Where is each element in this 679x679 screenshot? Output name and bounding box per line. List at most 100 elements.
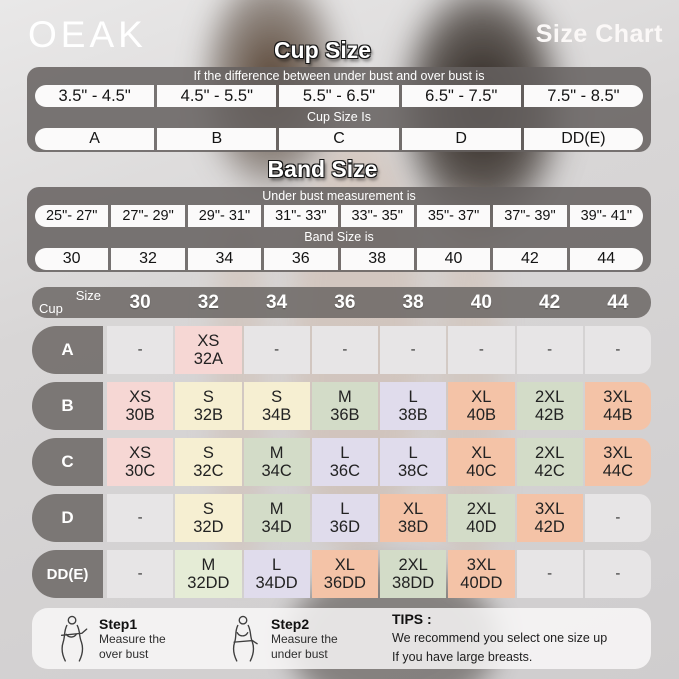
cup-range-cell: 4.5" - 5.5" <box>157 85 277 107</box>
matrix-cell-text: 38DD <box>392 574 435 592</box>
matrix-cell-text: M <box>338 387 352 406</box>
matrix-cell: S 32C <box>175 438 242 486</box>
matrix-cell-text: 36DD <box>323 574 366 592</box>
cup-size-subtitle: If the difference between under bust and… <box>193 69 485 83</box>
matrix-cell: L 36D <box>311 494 378 542</box>
matrix-cell-text: 3XL <box>534 499 565 518</box>
matrix-cell-text: 34DD <box>255 574 298 592</box>
matrix-row-d: D - S 32D M 34D L 36D XL 38D 2XL 40D 3XL 42D - <box>32 494 651 542</box>
band-range-cell: 33"- 35" <box>340 205 414 227</box>
band-number-cell: 36 <box>264 248 338 270</box>
matrix-row-label: B <box>32 382 103 430</box>
band-range-cell: 39"- 41" <box>569 205 643 227</box>
measure-under-bust-icon <box>232 615 258 662</box>
matrix-column-header: 42 <box>539 291 561 313</box>
empty-cell-dash: - <box>547 340 553 358</box>
matrix-cell: L 38C <box>380 438 447 486</box>
matrix-cell: 2XL 38DD <box>380 550 447 598</box>
band-number-cell: 40 <box>416 248 491 270</box>
step1-title: Step1 <box>99 615 138 632</box>
band-size-mid-label: Band Size is <box>304 230 374 244</box>
matrix-row-label: A <box>32 326 103 374</box>
matrix-cell-text: 2XL <box>398 555 428 574</box>
matrix-corner-cup-label: Cup <box>39 301 63 316</box>
tips-block: TIPS : We recommend you select one size … <box>392 611 639 665</box>
matrix-cell-text: 40B <box>466 406 497 424</box>
matrix-column-header: 32 <box>197 291 219 313</box>
matrix-cell: M 36B <box>311 382 378 430</box>
matrix-cell-text: S <box>202 443 214 462</box>
matrix-cell-text: 34B <box>261 406 292 424</box>
cup-range-cell: 7.5" - 8.5" <box>523 85 643 107</box>
matrix-cell-text: 30B <box>125 406 155 424</box>
band-number-cell: 34 <box>187 248 262 270</box>
matrix-corner-cell: Size Cup <box>32 287 103 318</box>
cup-letter-cell: D <box>401 128 521 150</box>
matrix-cell-text: XL <box>334 555 355 574</box>
matrix-row-label: C <box>32 438 103 486</box>
matrix-cell-text: 42D <box>534 518 565 536</box>
matrix-column-header: 30 <box>129 291 151 313</box>
matrix-cell-text: XS <box>129 387 152 406</box>
empty-cell-dash: - <box>547 564 553 582</box>
tips-title: TIPS : <box>392 611 432 628</box>
matrix-cell: 3XL 42D <box>516 494 583 542</box>
matrix-cell: - <box>380 326 447 374</box>
matrix-cell: M 32DD <box>175 550 242 598</box>
matrix-cell-text: 30C <box>124 462 156 480</box>
matrix-cell: - <box>448 326 515 374</box>
band-range-cell: 25"- 27" <box>35 205 109 227</box>
band-range-cell: 31"- 33" <box>264 205 338 227</box>
empty-cell-dash: - <box>615 508 621 526</box>
matrix-cell-text: 42C <box>534 462 565 480</box>
matrix-cell-text: 44B <box>603 406 633 424</box>
matrix-column-header: 40 <box>470 291 492 313</box>
matrix-cell: XS 30B <box>107 382 174 430</box>
step1-block: Step1 Measure the over bust <box>52 615 224 663</box>
matrix-cell-text: 34C <box>261 462 292 480</box>
matrix-cell: S 32D <box>175 494 242 542</box>
matrix-cell-text: 40D <box>466 518 497 536</box>
matrix-cell: - <box>584 550 651 598</box>
cup-letter-row: A B C D DD(E) <box>35 128 643 150</box>
cup-range-row: 3.5" - 4.5" 4.5" - 5.5" 5.5" - 6.5" 6.5" - … <box>35 85 643 107</box>
matrix-cell-text: 32D <box>193 518 224 536</box>
band-number-cell: 32 <box>111 248 185 270</box>
matrix-cell: XL 40B <box>448 382 515 430</box>
matrix-cell: 3XL 44C <box>584 438 651 486</box>
band-range-cell: 37"- 39" <box>493 205 567 227</box>
measuring-instructions-bar: Step1 Measure the over bust Step2 Measur… <box>32 608 651 669</box>
matrix-cell: M 34D <box>243 494 310 542</box>
cup-letter-cell: A <box>35 128 155 150</box>
matrix-cell: 2XL 42C <box>516 438 583 486</box>
matrix-cell: - <box>516 550 583 598</box>
band-number-row: 30 32 34 36 38 40 42 44 <box>35 248 643 270</box>
step2-text: Step2 Measure the under bust <box>271 616 338 662</box>
cup-range-cell: 3.5" - 4.5" <box>35 85 155 107</box>
matrix-cell-text: 36B <box>330 406 360 424</box>
matrix-corner-size-label: Size <box>75 288 101 303</box>
matrix-cell-text: M <box>201 555 216 574</box>
matrix-cell-text: 32B <box>193 406 224 424</box>
matrix-row-cells: - XS 32A - - - - - - <box>107 326 651 374</box>
matrix-cell-text: 2XL <box>534 387 565 406</box>
matrix-cell-text: 38C <box>397 462 429 480</box>
matrix-cell: - <box>107 494 174 542</box>
matrix-cell-text: S <box>202 387 214 406</box>
matrix-cell-text: L <box>340 443 350 462</box>
matrix-cell-text: 3XL <box>603 443 633 462</box>
matrix-row-label: D <box>32 494 103 542</box>
matrix-cell-text: 40DD <box>460 574 503 592</box>
matrix-row-b: B XS 30B S 32B S 34B M 36B L 38B XL 40B 2XL 42B 3XL 44B <box>32 382 651 430</box>
matrix-cell: XL 36DD <box>311 550 378 598</box>
matrix-column-header: 44 <box>607 291 629 313</box>
cup-letter-cell: C <box>279 128 399 150</box>
empty-cell-dash: - <box>137 508 143 526</box>
matrix-row-c: C XS 30C S 32C M 34C L 36C L 38C XL 40C 2XL 42C 3XL 44C <box>32 438 651 486</box>
matrix-cell-text: 3XL <box>603 387 633 406</box>
matrix-cell-text: L <box>340 499 350 518</box>
matrix-cell-text: 32C <box>193 462 224 480</box>
cup-size-panel: If the difference between under bust and… <box>27 67 651 152</box>
matrix-row-cells: XS 30C S 32C M 34C L 36C L 38C XL 40C 2XL 42C 3XL 44C <box>107 438 651 486</box>
